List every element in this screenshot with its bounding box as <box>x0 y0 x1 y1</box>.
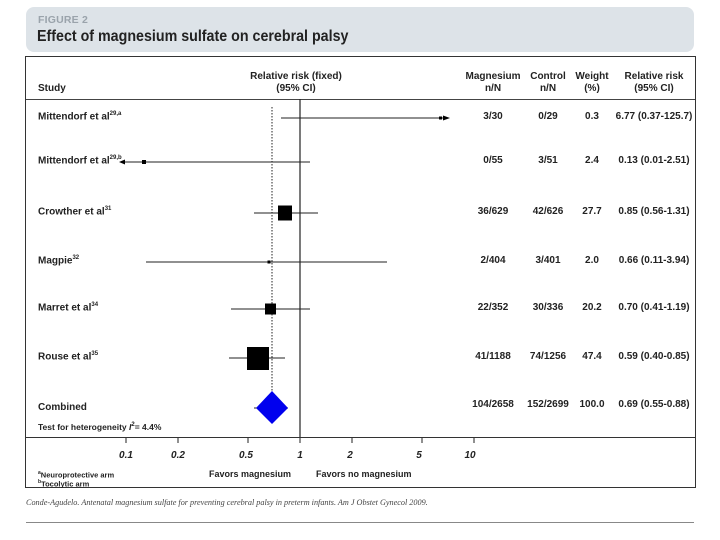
forest-plot-frame: Study Relative risk (fixed) (95% CI) Mag… <box>25 56 696 489</box>
magnesium-nN: 22/352 <box>477 302 509 313</box>
figure-label: FIGURE 2 <box>38 14 89 26</box>
study-name: Rouse et al35 <box>38 351 99 363</box>
point-estimate-marker <box>278 205 292 221</box>
control-nN: 3/51 <box>538 155 558 166</box>
study-name: Marret et al34 <box>38 302 99 314</box>
footnote-a: aNeuroprotective arm <box>38 470 115 480</box>
combined-control-nN: 152/2699 <box>527 399 569 410</box>
figure-header: FIGURE 2 Effect of magnesium sulfate on … <box>26 7 694 52</box>
study-name: Mittendorf et al29,b <box>38 155 122 167</box>
header-control: Control n/N <box>530 71 566 94</box>
weight: 2.0 <box>585 255 599 266</box>
point-estimate-marker <box>265 303 276 315</box>
tick-label: 2 <box>347 450 353 461</box>
weight: 20.2 <box>582 302 602 313</box>
relative-risk: 6.77 (0.37-125.7) <box>615 111 693 122</box>
combined-magnesium-nN: 104/2658 <box>472 399 514 410</box>
tick-label: 0.2 <box>171 450 185 461</box>
magnesium-nN: 41/1188 <box>475 351 511 362</box>
x-axis-ticks <box>125 437 475 443</box>
study-name: Crowther et al31 <box>38 206 112 218</box>
header-divider <box>26 99 695 100</box>
combined-diamond <box>256 391 288 424</box>
combined-label: Combined <box>38 402 87 413</box>
forest-plot-graphic <box>119 99 475 443</box>
header-rr-fixed: Relative risk (fixed) (95% CI) <box>250 71 342 94</box>
weight: 2.4 <box>585 155 599 166</box>
combined-weight: 100.0 <box>579 399 605 410</box>
header-study: Study <box>38 83 66 94</box>
point-estimate-marker <box>247 347 269 370</box>
relative-risk: 0.13 (0.01-2.51) <box>618 155 690 166</box>
combined-relative-risk: 0.69 (0.55-0.88) <box>618 399 690 410</box>
magnesium-nN: 0/55 <box>483 155 503 166</box>
point-estimate-marker <box>142 160 146 164</box>
magnesium-nN: 3/30 <box>483 111 503 122</box>
magnesium-nN: 2/404 <box>480 255 506 266</box>
relative-risk: 0.59 (0.40-0.85) <box>618 351 690 362</box>
control-nN: 74/1256 <box>529 351 567 362</box>
citation: Conde-Agudelo. Antenatal magnesium sulfa… <box>26 498 428 507</box>
favors-no-magnesium-label: Favors no magnesium <box>316 469 412 479</box>
tick-label: 0.5 <box>239 450 253 461</box>
weight: 0.3 <box>585 111 599 122</box>
arrow-right-icon <box>443 115 450 121</box>
study-name: Magpie32 <box>38 255 80 267</box>
magnesium-nN: 36/629 <box>477 206 509 217</box>
control-nN: 30/336 <box>532 302 564 313</box>
header-weight: Weight (%) <box>575 71 609 94</box>
point-estimate-marker <box>439 116 442 120</box>
axis-line <box>26 437 695 438</box>
footnote-b: bTocolytic arm <box>38 479 90 489</box>
figure-title: Effect of magnesium sulfate on cerebral … <box>37 28 349 45</box>
weight: 47.4 <box>582 351 602 362</box>
relative-risk: 0.66 (0.11-3.94) <box>618 255 690 266</box>
favors-magnesium-label: Favors magnesium <box>209 469 292 479</box>
tick-label: 1 <box>297 450 303 461</box>
header-magnesium: Magnesium n/N <box>465 71 521 94</box>
relative-risk: 0.85 (0.56-1.31) <box>618 206 690 217</box>
tick-label: 10 <box>464 450 476 461</box>
control-nN: 3/401 <box>535 255 561 266</box>
relative-risk: 0.70 (0.41-1.19) <box>618 302 690 313</box>
study-name: Mittendorf et al29,a <box>38 111 122 123</box>
arrow-left-icon <box>119 159 125 165</box>
tick-label: 0.1 <box>119 450 133 461</box>
tick-label: 5 <box>416 450 422 461</box>
point-estimate-marker <box>267 260 271 264</box>
header-relative-risk: Relative risk (95% CI) <box>624 71 684 94</box>
control-nN: 42/626 <box>532 206 564 217</box>
bottom-divider <box>26 522 694 523</box>
heterogeneity-test: Test for heterogeneity I2= 4.4% <box>38 422 162 432</box>
weight: 27.7 <box>582 206 602 217</box>
control-nN: 0/29 <box>538 111 558 122</box>
